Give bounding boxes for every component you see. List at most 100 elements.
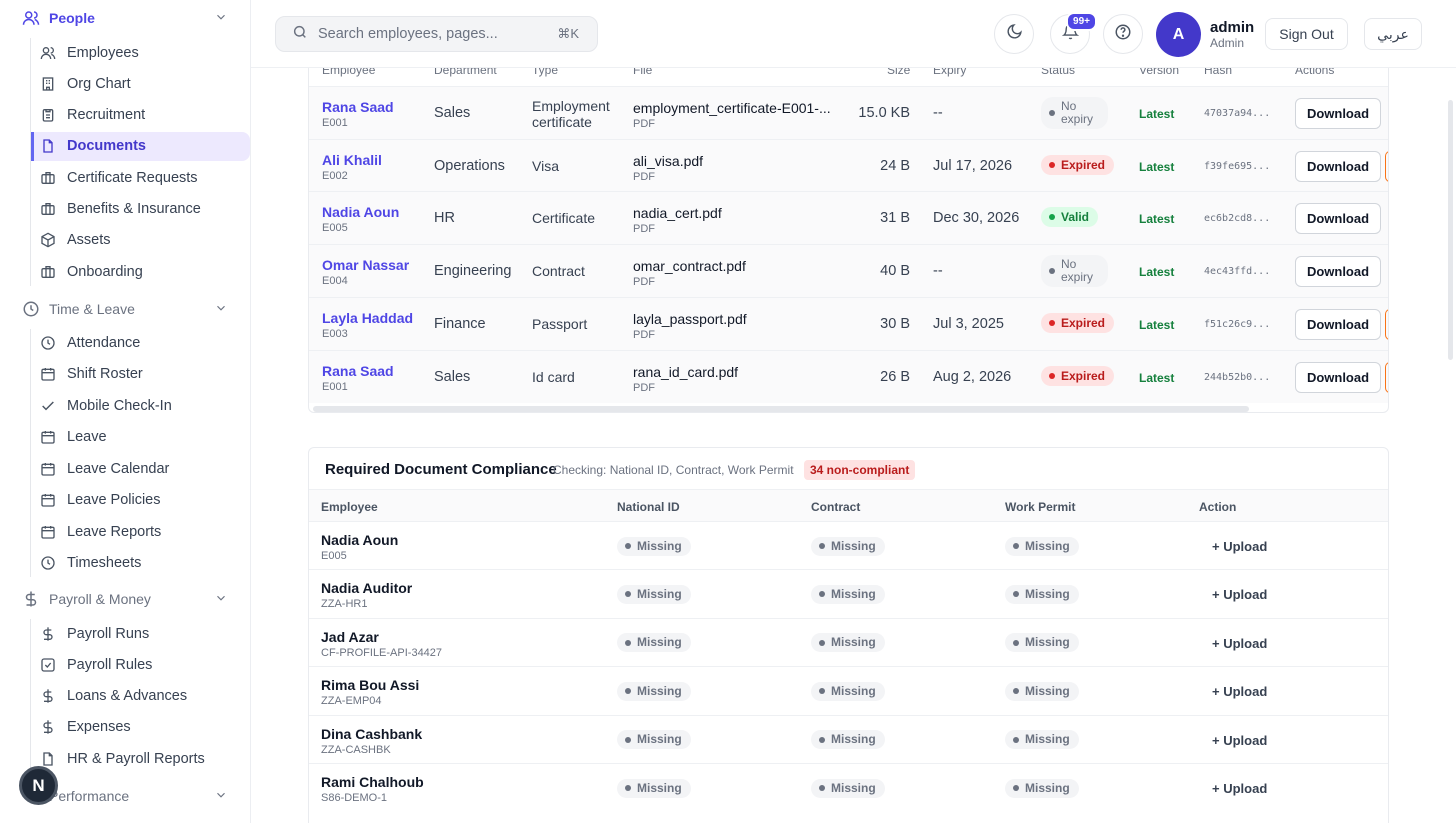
file-icon bbox=[40, 751, 56, 767]
status-dot bbox=[1013, 591, 1019, 598]
contract-missing-badge: Missing bbox=[811, 778, 885, 798]
sidebar-item-timesheets[interactable]: Timesheets bbox=[31, 549, 250, 578]
employee-link[interactable]: Nadia Aoun bbox=[322, 204, 400, 221]
national-id-missing-badge: Missing bbox=[617, 681, 691, 701]
sidebar-item-employees[interactable]: Employees bbox=[31, 38, 250, 67]
upload-button[interactable]: + Upload bbox=[1212, 587, 1268, 603]
section-payroll[interactable]: Payroll & Money bbox=[22, 587, 232, 611]
table-row: Nadia Auditor ZZA-HR1 Missing Missing Missin… bbox=[309, 569, 1388, 617]
users-icon bbox=[22, 9, 40, 27]
download-button[interactable]: Download bbox=[1295, 98, 1381, 129]
upload-button[interactable]: + Upload bbox=[1212, 635, 1268, 651]
sidebar-item-loans-and-advances[interactable]: Loans & Advances bbox=[31, 682, 250, 711]
sidebar-item-recruitment[interactable]: Recruitment bbox=[31, 101, 250, 130]
sidebar-item-payroll-runs[interactable]: Payroll Runs bbox=[31, 619, 250, 648]
section-performance[interactable]: Performance bbox=[22, 784, 232, 808]
sidebar-item-leave[interactable]: Leave bbox=[31, 423, 250, 452]
sidebar-item-payroll-rules[interactable]: Payroll Rules bbox=[31, 650, 250, 679]
vertical-scrollbar[interactable] bbox=[1448, 100, 1453, 360]
file-name[interactable]: employment_certificate-E001-... bbox=[633, 100, 831, 116]
theme-toggle-button[interactable] bbox=[994, 14, 1034, 54]
download-button[interactable]: Download bbox=[1295, 361, 1381, 393]
expiry-date: Jul 3, 2025 bbox=[933, 315, 1004, 332]
status-dot bbox=[819, 639, 825, 646]
sidebar-item-label: Leave bbox=[67, 429, 107, 445]
sidebar-item-shift-roster[interactable]: Shift Roster bbox=[31, 360, 250, 389]
upload-button[interactable]: + Upload bbox=[1212, 732, 1268, 748]
search-input[interactable] bbox=[318, 26, 538, 42]
sidebar-item-label: Documents bbox=[67, 138, 146, 155]
table-row: Rana Saad E001 Sales Id card rana_id_card.pd… bbox=[309, 349, 1388, 403]
chevron-down-icon bbox=[214, 10, 228, 24]
sidebar-item-label: Payroll Runs bbox=[67, 625, 150, 642]
upload-button[interactable]: + Upload bbox=[1212, 781, 1268, 796]
file-name[interactable]: omar_contract.pdf bbox=[633, 258, 746, 275]
missing-label: Missing bbox=[637, 538, 682, 553]
status-dot bbox=[819, 543, 825, 549]
sidebar-item-expenses[interactable]: Expenses bbox=[31, 713, 250, 742]
employee-link[interactable]: Ali Khalil bbox=[322, 151, 382, 168]
file-name[interactable]: nadia_cert.pdf bbox=[633, 205, 722, 222]
dollar-icon bbox=[40, 626, 56, 642]
delete-button[interactable] bbox=[1385, 308, 1388, 340]
employee-link[interactable]: Omar Nassar bbox=[322, 257, 410, 274]
sidebar-item-leave-policies[interactable]: Leave Policies bbox=[31, 486, 250, 515]
national-id-missing-badge: Missing bbox=[617, 633, 691, 653]
sidebar-item-onboarding[interactable]: Onboarding bbox=[31, 257, 250, 286]
download-button[interactable]: Download bbox=[1295, 256, 1381, 288]
sidebar-item-leave-calendar[interactable]: Leave Calendar bbox=[31, 454, 250, 483]
section-performance-label: Performance bbox=[49, 788, 130, 804]
sidebar-item-benefits-and-insurance[interactable]: Benefits & Insurance bbox=[31, 195, 250, 224]
sidebar-item-org-chart[interactable]: Org Chart bbox=[31, 69, 250, 98]
avatar[interactable]: A bbox=[1156, 12, 1201, 57]
version-label: Latest bbox=[1139, 212, 1175, 227]
help-button[interactable] bbox=[1103, 14, 1143, 54]
employee-link[interactable]: Rana Saad bbox=[322, 362, 394, 379]
upload-button[interactable]: + Upload bbox=[1212, 684, 1268, 700]
sidebar-item-documents[interactable]: Documents bbox=[31, 131, 250, 161]
sidebar-item-attendance[interactable]: Attendance bbox=[31, 328, 250, 357]
status-dot bbox=[1049, 372, 1055, 379]
status-label: No expiry bbox=[1061, 99, 1094, 126]
table-row: Ali Khalil E002 Operations Visa ali_visa.pdf… bbox=[309, 138, 1388, 192]
employee-link[interactable]: Rana Saad bbox=[322, 99, 394, 115]
work-permit-missing-badge: Missing bbox=[1005, 536, 1079, 556]
status-badge: No expiry bbox=[1041, 255, 1108, 288]
sign-out-button[interactable]: Sign Out bbox=[1265, 18, 1348, 50]
notifications-button[interactable]: 99+ bbox=[1050, 12, 1097, 54]
upload-button[interactable]: + Upload bbox=[1212, 539, 1268, 554]
download-button[interactable]: Download bbox=[1295, 150, 1381, 182]
language-toggle-button[interactable]: عربي bbox=[1364, 18, 1422, 50]
delete-button[interactable] bbox=[1385, 361, 1388, 393]
download-button[interactable]: Download bbox=[1295, 203, 1381, 235]
sidebar-item-leave-reports[interactable]: Leave Reports bbox=[31, 517, 250, 546]
section-people[interactable]: People bbox=[22, 6, 232, 30]
file-name[interactable]: layla_passport.pdf bbox=[633, 310, 747, 327]
file-name[interactable]: ali_visa.pdf bbox=[633, 152, 704, 169]
missing-label: Missing bbox=[1025, 683, 1070, 698]
hash-value: ec6b2cd8... bbox=[1204, 213, 1271, 225]
sidebar-item-certificate-requests[interactable]: Certificate Requests bbox=[31, 163, 250, 192]
documents-table: Employee Department Type File Size Expir… bbox=[308, 40, 1389, 413]
employee-link[interactable]: Layla Haddad bbox=[322, 309, 414, 326]
horizontal-scrollbar[interactable] bbox=[313, 406, 1249, 412]
missing-label: Missing bbox=[1025, 538, 1070, 553]
calendar-icon bbox=[40, 429, 56, 445]
sidebar-item-mobile-check-in[interactable]: Mobile Check-In bbox=[31, 391, 250, 420]
national-id-missing-badge: Missing bbox=[617, 584, 691, 604]
sidebar-item-hr-and-payroll-reports[interactable]: HR & Payroll Reports bbox=[31, 744, 250, 773]
col-work-permit: Work Permit bbox=[1005, 500, 1076, 514]
delete-button[interactable] bbox=[1385, 150, 1388, 182]
sidebar-item-assets[interactable]: Assets bbox=[31, 226, 250, 255]
employee-id: ZZA-CASHBK bbox=[321, 743, 391, 756]
section-time-leave[interactable]: Time & Leave bbox=[22, 297, 232, 321]
search-box[interactable]: ⌘K bbox=[275, 16, 598, 52]
assistant-button[interactable]: N bbox=[19, 766, 58, 805]
file-size: 15.0 KB bbox=[858, 105, 910, 121]
file-size: 31 B bbox=[880, 210, 910, 227]
section-payroll-label: Payroll & Money bbox=[49, 591, 151, 607]
file-name[interactable]: rana_id_card.pdf bbox=[633, 363, 739, 380]
download-button[interactable]: Download bbox=[1295, 308, 1381, 340]
section-time-leave-label: Time & Leave bbox=[49, 301, 135, 317]
sidebar-item-label: Payroll Rules bbox=[67, 656, 153, 673]
